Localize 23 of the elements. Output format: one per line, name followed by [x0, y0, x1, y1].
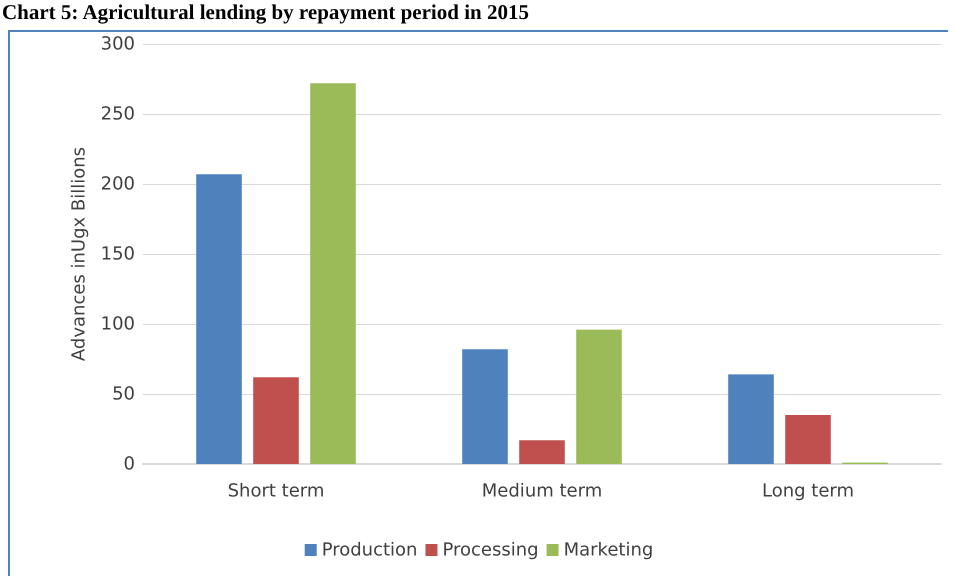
bar — [253, 377, 299, 464]
bar — [576, 330, 622, 464]
y-tick-label: 150 — [100, 244, 135, 264]
chart-title: Chart 5: Agricultural lending by repayment period in 2015 — [2, 0, 529, 25]
x-tick-label: Medium term — [482, 480, 602, 502]
bar — [728, 374, 774, 464]
legend-label: Production — [322, 540, 418, 560]
y-tick-label: 250 — [100, 104, 135, 124]
legend-label: Processing — [442, 540, 539, 560]
y-axis-title: Advances inUgx Billions — [68, 146, 90, 362]
bar — [519, 440, 565, 464]
legend-label: Marketing — [564, 540, 654, 560]
y-tick-label: 50 — [112, 384, 135, 404]
bar — [310, 83, 356, 464]
y-tick-label: 300 — [100, 34, 135, 54]
bar — [462, 349, 508, 464]
y-tick-label: 200 — [100, 174, 135, 194]
x-tick-label: Short term — [228, 480, 324, 502]
y-tick-label: 0 — [124, 454, 135, 474]
x-tick-label: Long term — [762, 480, 854, 502]
bar — [785, 415, 831, 464]
y-tick-label: 100 — [100, 314, 135, 334]
bar — [196, 174, 242, 464]
